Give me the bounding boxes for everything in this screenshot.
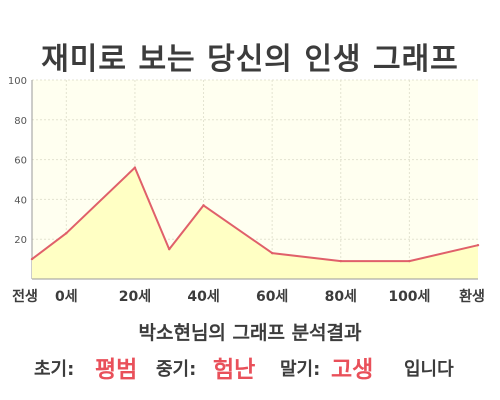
late-value: 고생 xyxy=(331,357,374,383)
y-tick-label: 40 xyxy=(14,195,27,206)
early-value: 평범 xyxy=(95,357,138,383)
data-point-2 xyxy=(133,166,137,169)
data-point-1 xyxy=(65,232,68,235)
result-summary: 초기: 평범 중기: 험난 말기: 고생 입니다 xyxy=(0,346,500,386)
life-chart: 20 40 60 80 100 전생 0세 20세 40세 60세 80세 100세 환생 xyxy=(8,76,485,305)
x-tick-label: 40세 xyxy=(187,289,219,305)
y-tick-label: 100 xyxy=(8,76,27,87)
y-tick-label: 60 xyxy=(14,156,27,167)
data-point-6 xyxy=(339,259,342,263)
x-tick-label: 0세 xyxy=(55,289,78,305)
late-label: 말기: xyxy=(280,359,321,380)
data-point-7 xyxy=(408,259,411,263)
series-life xyxy=(30,166,480,279)
data-point-8 xyxy=(476,243,480,247)
x-tick-label: 전생 xyxy=(12,288,38,305)
x-tick-label: 60세 xyxy=(256,289,288,305)
data-point-4 xyxy=(202,204,205,207)
page-title: 재미로 보는 당신의 인생 그래프 xyxy=(41,42,459,77)
x-tick-label: 20세 xyxy=(119,289,151,305)
data-point-5 xyxy=(270,251,274,255)
early-label: 초기: xyxy=(34,359,75,380)
y-tick-label: 20 xyxy=(14,235,27,246)
x-tick-label: 80세 xyxy=(325,289,357,305)
data-point-0 xyxy=(30,257,34,261)
x-tick-label: 환생 xyxy=(459,288,485,305)
data-point-3 xyxy=(168,247,171,251)
y-tick-label: 80 xyxy=(14,116,27,127)
x-axis: 전생 0세 20세 40세 60세 80세 100세 환생 xyxy=(12,278,485,305)
middle-label: 중기: xyxy=(156,359,197,380)
result-suffix: 입니다 xyxy=(404,359,454,380)
result-title: 박소현님의 그래프 분석결과 xyxy=(138,322,362,344)
series-area xyxy=(32,167,478,279)
y-axis: 20 40 60 80 100 xyxy=(8,76,33,279)
middle-value: 험난 xyxy=(213,357,256,383)
x-tick-label: 100세 xyxy=(388,289,430,305)
